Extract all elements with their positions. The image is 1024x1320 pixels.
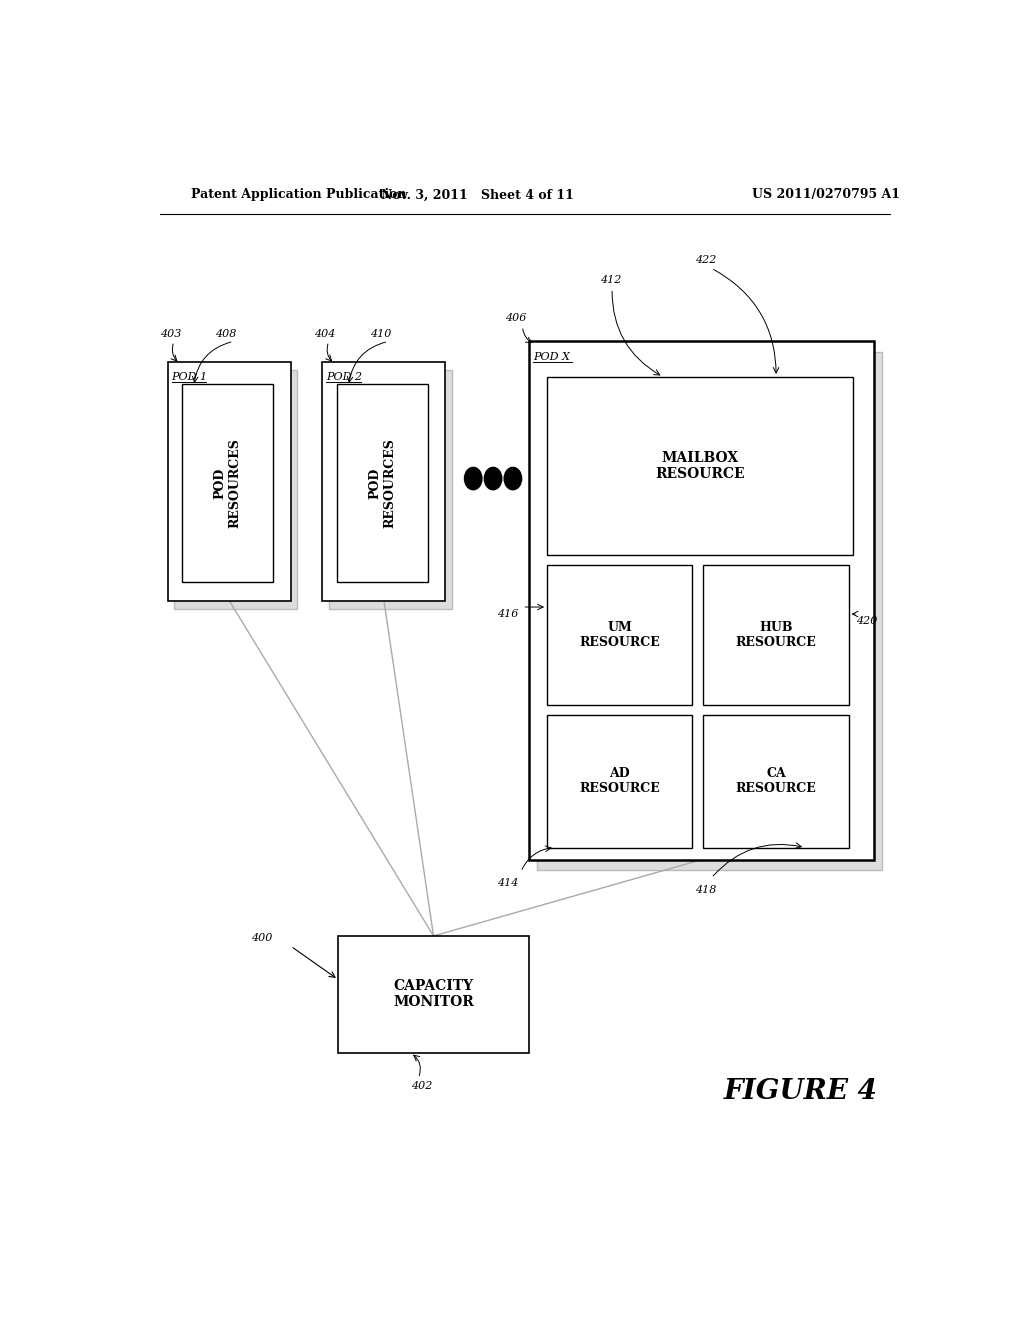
Bar bbox=[329, 370, 452, 609]
Text: FIGURE 4: FIGURE 4 bbox=[723, 1078, 878, 1105]
Bar bbox=[528, 342, 873, 859]
Text: POD
RESOURCES: POD RESOURCES bbox=[369, 438, 396, 528]
Text: POD X: POD X bbox=[532, 351, 569, 362]
Text: 408: 408 bbox=[215, 329, 237, 339]
Bar bbox=[168, 362, 291, 601]
Text: HUB
RESOURCE: HUB RESOURCE bbox=[735, 622, 816, 649]
Text: 410: 410 bbox=[370, 329, 391, 339]
Text: 400: 400 bbox=[251, 933, 272, 942]
Text: 412: 412 bbox=[600, 276, 622, 285]
Text: UM
RESOURCE: UM RESOURCE bbox=[580, 622, 660, 649]
Text: Patent Application Publication: Patent Application Publication bbox=[191, 189, 407, 202]
Text: 403: 403 bbox=[160, 329, 181, 339]
Bar bbox=[537, 351, 882, 870]
Circle shape bbox=[465, 467, 482, 490]
Circle shape bbox=[504, 467, 521, 490]
Text: 418: 418 bbox=[695, 886, 717, 895]
Text: 416: 416 bbox=[497, 609, 518, 619]
Bar bbox=[182, 384, 273, 582]
Text: CA
RESOURCE: CA RESOURCE bbox=[735, 767, 816, 796]
Bar bbox=[703, 565, 849, 705]
Bar bbox=[547, 565, 692, 705]
Text: MAILBOX
RESOURCE: MAILBOX RESOURCE bbox=[655, 450, 744, 480]
Bar bbox=[174, 370, 297, 609]
Text: 406: 406 bbox=[505, 313, 526, 323]
Text: 420: 420 bbox=[856, 616, 878, 626]
Bar bbox=[547, 378, 853, 554]
Text: Nov. 3, 2011   Sheet 4 of 11: Nov. 3, 2011 Sheet 4 of 11 bbox=[381, 189, 573, 202]
Bar bbox=[337, 384, 428, 582]
Text: AD
RESOURCE: AD RESOURCE bbox=[580, 767, 660, 796]
Text: 422: 422 bbox=[695, 255, 717, 265]
Bar bbox=[338, 936, 528, 1053]
Bar bbox=[547, 715, 692, 847]
Text: 414: 414 bbox=[497, 878, 518, 888]
Bar bbox=[703, 715, 849, 847]
Text: POD 1: POD 1 bbox=[172, 372, 208, 381]
Bar bbox=[323, 362, 445, 601]
Circle shape bbox=[484, 467, 502, 490]
Text: US 2011/0270795 A1: US 2011/0270795 A1 bbox=[753, 189, 900, 202]
Text: POD
RESOURCES: POD RESOURCES bbox=[214, 438, 242, 528]
Text: 404: 404 bbox=[314, 329, 336, 339]
Text: CAPACITY
MONITOR: CAPACITY MONITOR bbox=[393, 979, 474, 1010]
Text: POD 2: POD 2 bbox=[327, 372, 362, 381]
Text: 402: 402 bbox=[411, 1081, 432, 1092]
